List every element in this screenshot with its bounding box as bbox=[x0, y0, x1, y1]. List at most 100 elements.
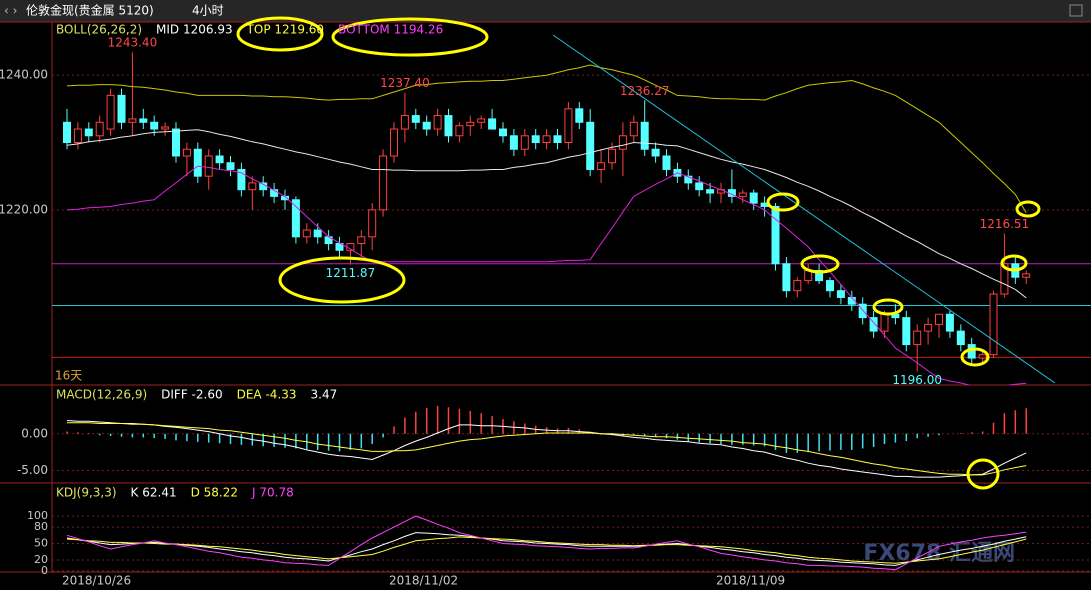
candle-body bbox=[390, 128, 398, 157]
legend-label: BOLL(26,26,2) bbox=[56, 23, 142, 37]
highlight-circle bbox=[1015, 200, 1041, 218]
candle-body bbox=[989, 293, 998, 356]
candle-body bbox=[836, 290, 845, 298]
candle-body bbox=[106, 94, 115, 130]
candle-body bbox=[368, 209, 377, 238]
candle-body bbox=[237, 168, 246, 191]
candle-body bbox=[880, 313, 889, 332]
nav-arrows[interactable]: ‹ › bbox=[4, 4, 17, 18]
candle-body bbox=[270, 189, 279, 197]
candle-body bbox=[335, 243, 344, 251]
y-tick-label: 100 bbox=[27, 509, 48, 522]
legend-label: TOP 1219.60 bbox=[246, 23, 324, 37]
candle-body bbox=[749, 192, 758, 204]
candle-body bbox=[826, 280, 834, 292]
legend-label: BOTTOM 1194.26 bbox=[338, 23, 443, 37]
trend-line bbox=[552, 34, 1056, 384]
indicator-line bbox=[66, 64, 1027, 213]
indicator-line bbox=[66, 532, 1027, 566]
candle-body bbox=[597, 162, 606, 170]
candle-body bbox=[455, 125, 464, 137]
candle-body bbox=[695, 182, 704, 191]
corner-label: 16天 bbox=[55, 369, 82, 383]
price-annotation: 1196.00 bbox=[892, 373, 942, 387]
candle-body bbox=[95, 121, 104, 137]
candle-body bbox=[586, 121, 595, 170]
price-annotation: 1236.27 bbox=[620, 84, 670, 98]
candle-body bbox=[640, 121, 649, 150]
candle-body bbox=[771, 206, 780, 265]
candle-body bbox=[139, 118, 148, 123]
candle-body bbox=[608, 148, 616, 164]
candle-body bbox=[313, 229, 322, 238]
candle-body bbox=[651, 148, 660, 157]
candle-body bbox=[193, 148, 202, 177]
price-annotation: 1216.51 bbox=[980, 217, 1030, 231]
candle-body bbox=[564, 108, 573, 144]
legend-label: J 70.78 bbox=[251, 486, 294, 500]
candle-body bbox=[161, 126, 170, 130]
legend-label: 3.47 bbox=[311, 388, 338, 402]
x-tick-label: 2018/10/26 bbox=[62, 574, 131, 588]
corner-icon[interactable] bbox=[1069, 4, 1083, 17]
highlight-circle bbox=[800, 254, 840, 274]
candle-body bbox=[379, 155, 388, 211]
legend-label: DIFF -2.60 bbox=[161, 388, 222, 402]
highlight-circle bbox=[960, 347, 990, 367]
period-select[interactable]: 4小时 bbox=[192, 4, 224, 18]
candle-body bbox=[172, 128, 180, 157]
y-tick-label: 0.00 bbox=[21, 426, 48, 440]
candle-body bbox=[913, 330, 922, 346]
kdj-panel bbox=[52, 515, 1091, 572]
price-panel bbox=[52, 52, 1091, 385]
x-tick-label: 2018/11/02 bbox=[389, 574, 458, 588]
highlight-circle bbox=[872, 298, 904, 316]
candle-body bbox=[488, 118, 497, 130]
price-annotation: 1211.87 bbox=[326, 266, 376, 280]
candle-body bbox=[433, 115, 442, 130]
indicator-line bbox=[66, 129, 1027, 299]
candle-body bbox=[466, 121, 475, 127]
candle-body bbox=[553, 135, 562, 144]
candle-body bbox=[542, 135, 551, 144]
macd-panel bbox=[52, 405, 1091, 478]
highlight-circle bbox=[1000, 254, 1028, 272]
candle-body bbox=[84, 128, 93, 137]
y-tick-label: 1220.00 bbox=[0, 202, 48, 216]
legend-label: K 62.41 bbox=[131, 486, 177, 500]
candle-body bbox=[782, 263, 791, 292]
candle-body bbox=[575, 108, 584, 123]
candle-body bbox=[1000, 263, 1009, 295]
candle-body bbox=[477, 118, 486, 123]
instrument-title[interactable]: 伦敦金现(贵金属 5120) bbox=[26, 3, 154, 18]
candle-body bbox=[902, 317, 911, 346]
candle-body bbox=[935, 313, 943, 325]
candle-body bbox=[422, 121, 431, 130]
candle-body bbox=[291, 199, 300, 238]
candle-body bbox=[629, 121, 638, 137]
candle-body bbox=[945, 313, 954, 332]
x-tick-label: 2018/11/09 bbox=[716, 574, 785, 588]
candle-body bbox=[869, 317, 878, 332]
legend-label: D 58.22 bbox=[191, 486, 238, 500]
highlight-circle bbox=[766, 192, 800, 212]
y-tick-label: 20 bbox=[34, 553, 48, 566]
candle-body bbox=[956, 330, 965, 346]
y-tick-label: 0 bbox=[41, 564, 48, 577]
candle-body bbox=[182, 148, 191, 157]
y-tick-label: -5.00 bbox=[17, 463, 48, 477]
candle-body bbox=[509, 135, 518, 150]
highlight-circle bbox=[966, 458, 1000, 490]
candle-body bbox=[618, 135, 627, 150]
candle-body bbox=[924, 323, 933, 332]
candle-body bbox=[248, 182, 257, 191]
candle-body bbox=[684, 175, 693, 184]
candle-body bbox=[793, 280, 802, 292]
candle-body bbox=[357, 236, 366, 245]
indicator-line bbox=[66, 165, 1027, 385]
highlight-circle bbox=[331, 17, 489, 57]
indicator-line bbox=[66, 536, 1027, 564]
candle-body bbox=[815, 269, 824, 282]
